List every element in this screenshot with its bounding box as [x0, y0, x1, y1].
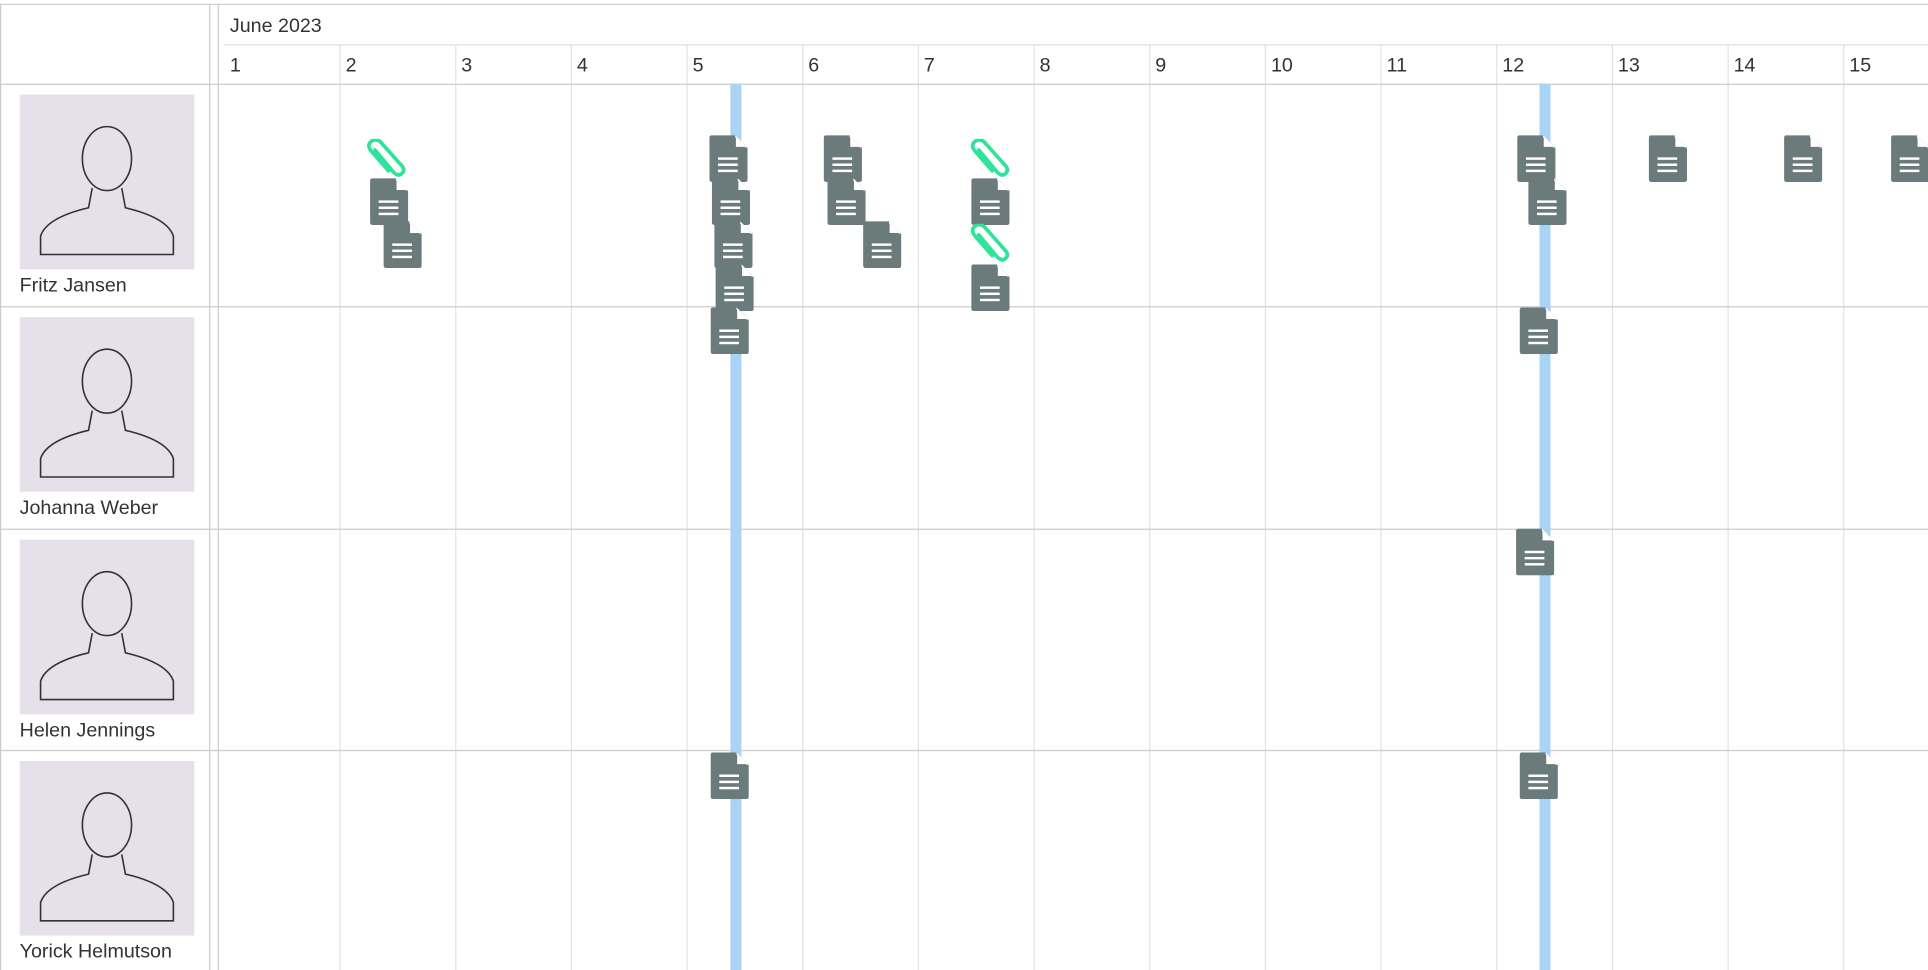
document-icon[interactable]: [1891, 135, 1928, 182]
avatar[interactable]: [20, 540, 195, 715]
person-name: Fritz Jansen: [20, 274, 127, 296]
document-icon[interactable]: [828, 178, 866, 225]
day-label: 2: [346, 54, 357, 76]
document-icon[interactable]: [709, 135, 747, 182]
document-icon[interactable]: [1784, 135, 1822, 182]
document-icon[interactable]: [1520, 752, 1558, 799]
person-name: Johanna Weber: [20, 497, 159, 519]
avatar-background: [20, 540, 195, 715]
avatar-background: [20, 317, 195, 492]
document-icon[interactable]: [370, 178, 408, 225]
document-icon[interactable]: [971, 178, 1009, 225]
document-icon[interactable]: [384, 221, 422, 268]
document-icon[interactable]: [863, 221, 901, 268]
day-label: 14: [1734, 54, 1756, 76]
day-label: 6: [808, 54, 819, 76]
page: {"header": {"month": "June 2023", "days"…: [0, 0, 1928, 970]
document-icon[interactable]: [1649, 135, 1687, 182]
person-name: Yorick Helmutson: [20, 941, 172, 963]
avatar[interactable]: [20, 761, 195, 936]
document-icon[interactable]: [1520, 307, 1558, 354]
document-icon[interactable]: [714, 221, 752, 268]
day-label: 7: [924, 54, 935, 76]
day-label: 4: [577, 54, 588, 76]
avatar-background: [20, 761, 195, 936]
day-label: 10: [1271, 54, 1293, 76]
day-label: 5: [693, 54, 704, 76]
document-icon[interactable]: [712, 178, 750, 225]
document-icon[interactable]: [971, 264, 1009, 311]
day-label: 1: [230, 54, 241, 76]
background: [0, 0, 1928, 970]
document-icon[interactable]: [1516, 529, 1554, 576]
document-icon[interactable]: [711, 752, 749, 799]
day-label: 11: [1387, 54, 1407, 76]
document-icon[interactable]: [1517, 135, 1555, 182]
document-icon[interactable]: [716, 264, 754, 311]
day-label: 8: [1040, 54, 1051, 76]
avatar[interactable]: [20, 317, 195, 492]
timeline: 123456789101112131415 Fritz JansenJohann…: [0, 0, 1928, 970]
document-icon[interactable]: [711, 307, 749, 354]
day-label: 15: [1849, 54, 1871, 76]
day-label: 13: [1618, 54, 1640, 76]
person-name: Helen Jennings: [20, 719, 156, 741]
day-label: 3: [461, 54, 472, 76]
document-icon[interactable]: [1528, 178, 1566, 225]
day-label: 12: [1502, 54, 1524, 76]
avatar[interactable]: [20, 95, 195, 270]
document-icon[interactable]: [824, 135, 862, 182]
avatar-background: [20, 95, 195, 270]
day-label: 9: [1155, 54, 1166, 76]
month-label: June 2023: [230, 15, 322, 37]
